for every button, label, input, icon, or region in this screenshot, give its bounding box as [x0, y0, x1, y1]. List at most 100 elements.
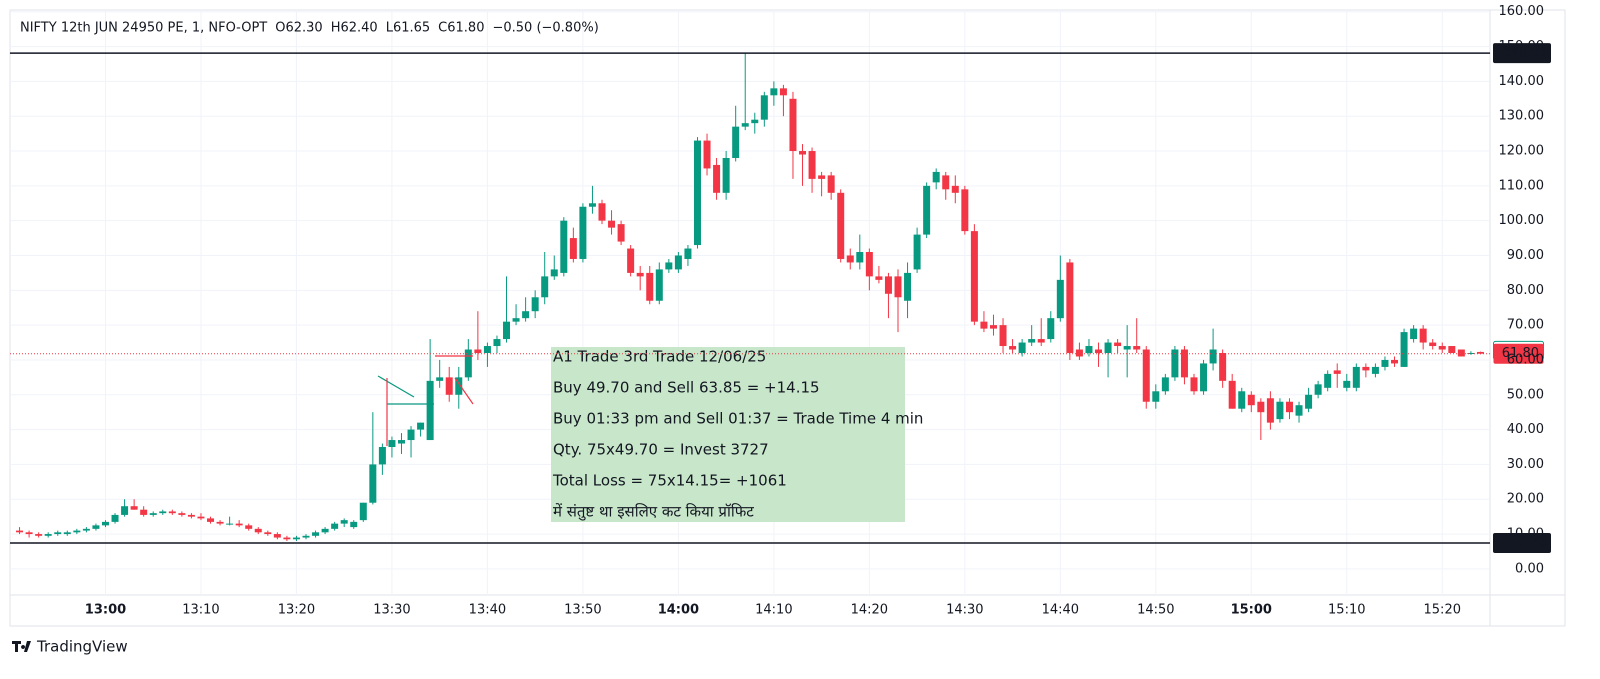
candle-body [923, 185, 931, 235]
candle-body [235, 523, 243, 526]
drawings [377, 355, 474, 446]
candle-body [1133, 346, 1141, 350]
candle-body [1247, 394, 1255, 406]
y-tick-label: 140.00 [1499, 74, 1545, 89]
candle-body [111, 514, 119, 522]
candle-body [130, 506, 138, 510]
candle-body [1429, 342, 1437, 347]
candle-body [541, 276, 549, 298]
candle-body [684, 248, 692, 259]
x-tick-label: 13:50 [564, 603, 601, 618]
candle-body [770, 88, 778, 96]
candle-body [63, 532, 71, 535]
logo-icon [12, 641, 31, 652]
candle-body [1056, 279, 1064, 319]
candle-body [1352, 366, 1360, 388]
x-tick-label: 13:30 [373, 603, 410, 618]
candle-body [140, 509, 148, 515]
candle-body [875, 276, 883, 280]
annotation: A1 Trade 3rd Trade 12/06/25 Buy 49.70 and… [552, 348, 923, 522]
candle-body [808, 151, 816, 179]
candle-body [1009, 346, 1017, 350]
candle-body [378, 447, 386, 465]
candle-body [54, 532, 62, 535]
candle-body [178, 513, 186, 515]
candle-body [569, 238, 577, 259]
candle-body [101, 521, 109, 526]
price-label: 7.45 [1519, 535, 1548, 550]
y-tick-label: 10.00 [1507, 527, 1544, 542]
candle-body [445, 377, 453, 395]
candle-body [1371, 366, 1379, 374]
trend-line [377, 375, 415, 398]
candle-body [121, 506, 129, 515]
candle-body [82, 528, 90, 531]
annotation-line: Buy 01:33 pm and Sell 01:37 = Trade Time… [553, 410, 923, 428]
candle-body [388, 440, 396, 448]
candle-body [187, 514, 195, 517]
candle-body [1161, 377, 1169, 392]
legend-text: −0.50 (−0.80%) [492, 21, 598, 36]
candle-body [942, 175, 950, 190]
candle-body [245, 525, 253, 529]
candle-body [1190, 377, 1198, 392]
last-price-label: 61.80 [1502, 346, 1539, 361]
candle-body [197, 516, 205, 519]
candle-body [1018, 342, 1026, 353]
y-tick-label: 30.00 [1507, 457, 1544, 472]
candle-body [598, 203, 606, 221]
logo: TradingView [12, 638, 128, 656]
candle-body [1276, 401, 1284, 420]
candle-body [216, 521, 224, 524]
x-tick-label: 14:20 [851, 603, 888, 618]
candle-body [73, 530, 81, 533]
candle-body [455, 377, 463, 395]
x-tick-label: 14:30 [946, 603, 983, 618]
y-tick-label: 150.00 [1499, 39, 1545, 54]
candle-body [1152, 391, 1160, 402]
candle-body [1419, 328, 1427, 343]
candle-body [1123, 346, 1131, 350]
candle-body [961, 189, 969, 232]
candle-body [1095, 349, 1103, 353]
candle-body [865, 252, 873, 277]
candle-body [693, 140, 701, 246]
legend-text: O [275, 21, 285, 36]
legend-text: C [438, 21, 447, 36]
annotation-line: Qty. 75x49.70 = Invest 3727 [553, 441, 769, 459]
candle-body [1410, 328, 1418, 340]
candle-body [1333, 370, 1341, 374]
candle-body [369, 464, 377, 503]
candle-body [732, 126, 740, 158]
candle-body [1104, 342, 1112, 353]
y-tick-label: 130.00 [1499, 109, 1545, 124]
x-tick-label: 14:00 [658, 603, 699, 618]
candle-body [827, 175, 835, 193]
y-tick-label: 20.00 [1507, 492, 1544, 507]
candle-body [321, 528, 329, 533]
candle-body [35, 534, 43, 536]
x-tick-label: 13:10 [182, 603, 219, 618]
candle-body [608, 220, 616, 228]
y-tick-label: 100.00 [1499, 213, 1545, 228]
price-label-bg [1493, 532, 1551, 553]
y-tick-label: 110.00 [1499, 178, 1545, 193]
candle-body [483, 346, 491, 353]
annotation-line: में संतुष्ट था इसलिए कट किया प्रॉफिट [553, 503, 754, 522]
candle-body [1066, 262, 1074, 353]
x-tick-label: 14:50 [1137, 603, 1174, 618]
price-lines: 148.117.4562.7561.80 [10, 43, 1551, 553]
candle-body [741, 123, 749, 127]
candle-body [407, 429, 415, 441]
candle-body [1448, 346, 1456, 353]
candle-body [292, 537, 300, 540]
candle-body [894, 276, 902, 298]
candle-body [207, 518, 215, 522]
annotation-line: Total Loss = 75x14.15= +1061 [552, 472, 787, 490]
candle-body [636, 272, 644, 277]
candle-body [703, 140, 711, 169]
y-tick-label: 70.00 [1507, 318, 1544, 333]
trend-line [454, 377, 474, 405]
candle-body [1257, 401, 1265, 413]
candle-body [779, 88, 787, 96]
